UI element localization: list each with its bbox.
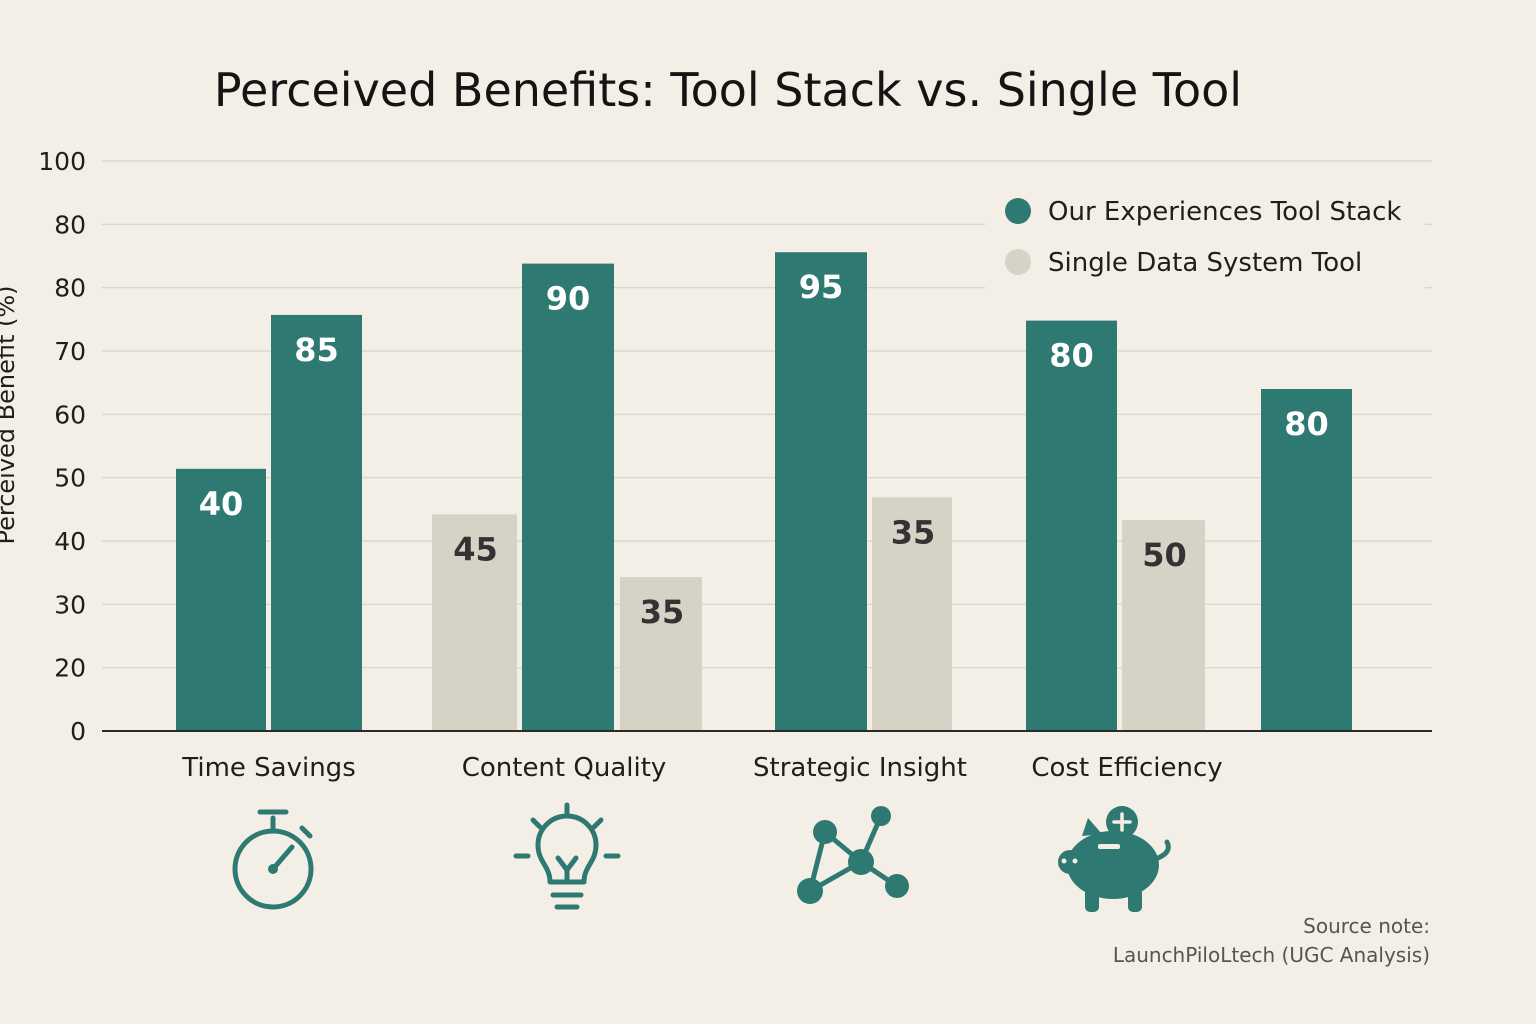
legend-swatch-single-tool xyxy=(1005,249,1031,275)
bar-3 xyxy=(522,263,614,731)
bar-6 xyxy=(872,497,952,731)
lightbulb-icon xyxy=(513,802,621,910)
bars xyxy=(176,252,1352,731)
legend: Our Experiences Tool Stack Single Data S… xyxy=(985,182,1425,292)
bar-label-0: 40 xyxy=(199,485,244,523)
y-tick-label-3: 40 xyxy=(54,527,86,556)
legend-background xyxy=(985,182,1425,292)
chart-title: Perceived Benefits: Tool Stack vs. Singl… xyxy=(214,63,1242,117)
legend-label-single-tool: Single Data System Tool xyxy=(1048,248,1362,278)
network-icon xyxy=(797,806,909,904)
category-label-3: Cost Efficiency xyxy=(1031,753,1222,783)
bar-5 xyxy=(775,252,867,731)
y-tick-label-4: 50 xyxy=(54,464,86,493)
piggy-bank-icon xyxy=(1058,806,1171,912)
bar-label-7: 80 xyxy=(1049,337,1094,375)
legend-label-tool-stack: Our Experiences Tool Stack xyxy=(1048,197,1401,227)
y-tick-label-0: 0 xyxy=(70,717,86,746)
legend-swatch-tool-stack xyxy=(1005,198,1031,224)
y-tick-label-7: 80 xyxy=(54,274,86,303)
bar-label-1: 85 xyxy=(294,331,339,369)
source-note-body: LaunchPiloLtech (UGC Analysis) xyxy=(1113,943,1430,967)
bar-label-4: 35 xyxy=(640,593,685,631)
x-axis-categories: Time Savings Content Quality Strategic Ins… xyxy=(181,753,1222,783)
y-tick-label-8: 80 xyxy=(54,210,86,239)
y-tick-label-5: 60 xyxy=(54,400,86,429)
stopwatch-icon xyxy=(232,809,314,910)
bar-label-8: 50 xyxy=(1142,536,1187,574)
bar-1 xyxy=(271,314,362,731)
y-tick-label-2: 30 xyxy=(54,590,86,619)
bar-7 xyxy=(1026,320,1117,731)
source-note-heading: Source note: xyxy=(1303,914,1430,938)
category-label-0: Time Savings xyxy=(181,753,355,783)
bar-label-9: 80 xyxy=(1284,405,1329,443)
bar-label-5: 95 xyxy=(799,268,844,306)
bar-9 xyxy=(1261,389,1352,731)
y-tick-label-1: 20 xyxy=(54,654,86,683)
bar-4 xyxy=(620,577,702,731)
category-label-2: Strategic Insight xyxy=(753,753,967,783)
bar-2 xyxy=(432,514,517,731)
y-tick-label-6: 70 xyxy=(54,337,86,366)
bar-label-6: 35 xyxy=(891,513,936,551)
bar-labels: 40 85 45 90 35 95 35 80 50 80 xyxy=(199,268,1329,631)
y-tick-label-9: 100 xyxy=(38,147,86,176)
bar-label-3: 90 xyxy=(546,280,591,318)
bar-label-2: 45 xyxy=(453,530,498,568)
y-axis-ticks: 0 20 30 40 50 60 70 80 80 100 xyxy=(38,147,86,746)
bar-8 xyxy=(1122,520,1205,731)
bar-0 xyxy=(176,468,266,731)
category-label-1: Content Quality xyxy=(462,753,667,783)
category-icons xyxy=(232,802,1171,912)
y-axis-label: Perceived Benefit (%) xyxy=(0,285,20,544)
